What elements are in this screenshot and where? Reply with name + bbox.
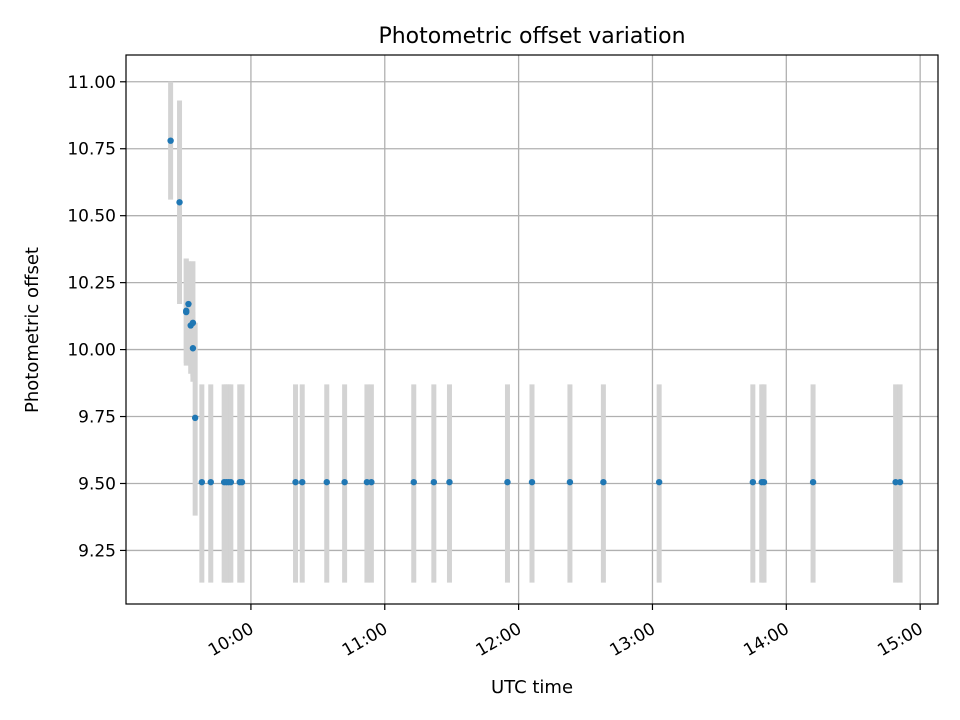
data-point bbox=[896, 478, 904, 486]
data-point bbox=[183, 307, 190, 314]
data-point bbox=[198, 478, 206, 486]
data-point bbox=[189, 319, 197, 327]
data-point bbox=[600, 478, 607, 486]
y-tick-label: 11.00 bbox=[67, 73, 116, 93]
grid bbox=[126, 55, 938, 604]
x-tick-label: 11:00 bbox=[339, 619, 391, 661]
data-point bbox=[207, 478, 214, 486]
x-tick-label: 10:00 bbox=[205, 619, 257, 661]
data-point bbox=[191, 414, 199, 422]
y-tick-label: 9.50 bbox=[78, 474, 116, 494]
x-axis-label: UTC time bbox=[491, 677, 573, 698]
x-tick-label: 15:00 bbox=[874, 619, 926, 661]
data-point bbox=[566, 478, 574, 486]
data-point bbox=[368, 478, 375, 486]
x-tick-label: 14:00 bbox=[740, 619, 792, 661]
data-point bbox=[341, 478, 348, 486]
data-point bbox=[655, 478, 663, 486]
data-point bbox=[185, 300, 192, 308]
y-axis-label: Photometric offset bbox=[22, 247, 43, 413]
data-point bbox=[363, 478, 371, 486]
x-tick-label: 12:00 bbox=[473, 619, 525, 661]
plot-frame bbox=[125, 54, 939, 605]
data-point bbox=[528, 478, 536, 486]
data-point bbox=[292, 478, 299, 486]
chart-title: Photometric offset variation bbox=[378, 24, 685, 49]
y-tick-label: 10.00 bbox=[67, 341, 116, 361]
data-point bbox=[446, 478, 453, 486]
data-point bbox=[809, 478, 817, 486]
data-point bbox=[760, 478, 768, 486]
data-point bbox=[892, 478, 899, 486]
data-point bbox=[227, 478, 235, 486]
data-point bbox=[749, 478, 757, 486]
x-tick-label: 13:00 bbox=[607, 619, 659, 661]
data-point bbox=[167, 137, 174, 144]
data-point bbox=[430, 478, 438, 486]
data-point bbox=[189, 345, 197, 352]
error-bars bbox=[168, 81, 903, 583]
data-point bbox=[504, 478, 511, 486]
data-point bbox=[299, 478, 306, 486]
data-point bbox=[323, 478, 330, 486]
data-point bbox=[238, 478, 246, 486]
data-points bbox=[167, 137, 904, 486]
y-tick-label: 10.50 bbox=[67, 207, 116, 227]
data-point bbox=[410, 478, 417, 486]
y-tick-label: 9.75 bbox=[78, 408, 116, 428]
y-tick-label: 10.25 bbox=[67, 274, 116, 294]
y-tick-label: 9.25 bbox=[78, 541, 116, 561]
y-tick-label: 10.75 bbox=[67, 140, 116, 160]
data-point bbox=[176, 199, 183, 206]
